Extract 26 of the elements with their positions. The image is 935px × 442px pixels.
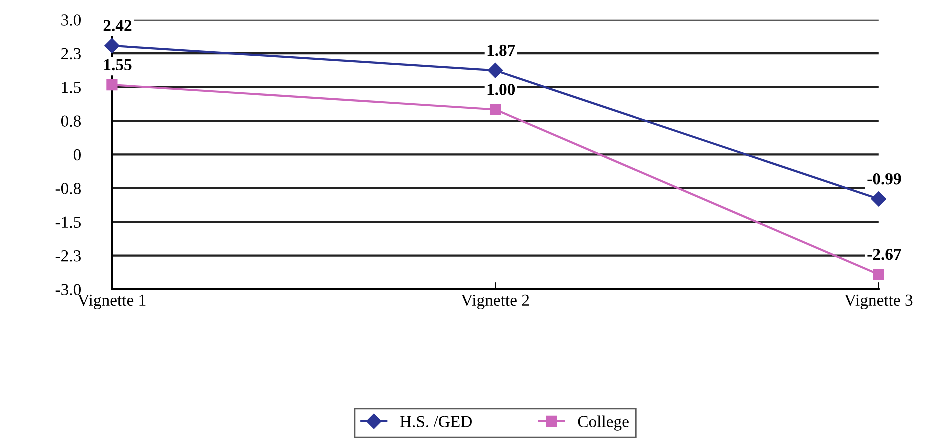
point	[490, 104, 502, 116]
point	[104, 38, 120, 54]
x-tick-label: Vignette 1	[78, 294, 146, 310]
data-label: 1.87	[488, 44, 516, 56]
point	[106, 79, 118, 91]
data-label: 1.55	[104, 59, 132, 71]
point	[871, 192, 886, 207]
y-tick-label: 2.3	[62, 48, 81, 60]
x-tick-label: Vignette 3	[844, 294, 913, 310]
y-tick-label: -1.5	[56, 216, 81, 228]
y-tick-label: 0	[74, 149, 82, 161]
y-tick-label: -2.3	[56, 250, 81, 262]
data-label: -2.67	[868, 248, 902, 260]
data-label: -0.99	[868, 173, 902, 185]
legend-label: H.S. /GED	[400, 416, 472, 428]
y-tick-label: -3.0	[56, 284, 82, 296]
data-label: 1.00	[488, 84, 516, 96]
y-tick-label: -0.8	[56, 183, 82, 194]
y-tick-label: 1.5	[62, 82, 81, 94]
point	[488, 63, 504, 78]
y-tick-label: 0.8	[61, 116, 82, 128]
point	[873, 269, 884, 280]
data-label: 2.42	[104, 20, 132, 32]
legend-label: College	[578, 416, 629, 431]
y-tick-label: 3.0	[62, 14, 82, 26]
x-tick-label: Vignette 2	[461, 294, 530, 310]
